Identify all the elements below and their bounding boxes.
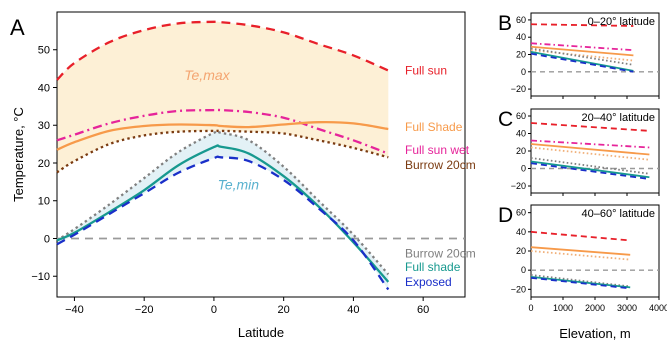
x-tick-label: 3000 bbox=[617, 303, 637, 313]
series-line-1 bbox=[530, 42, 634, 52]
y-tick-label: 20 bbox=[516, 246, 526, 256]
series-line-0 bbox=[530, 230, 631, 242]
x-tick-label: 60 bbox=[417, 304, 429, 316]
plot-frame bbox=[530, 108, 660, 194]
y-tick-label: 0 bbox=[44, 233, 50, 245]
y-tick-label: 60 bbox=[516, 208, 526, 218]
series-line-1 bbox=[530, 246, 631, 256]
legend-label-1: Full sun wet bbox=[405, 143, 470, 157]
x-tick-label: 0 bbox=[528, 303, 533, 313]
y-tick-label: 40 bbox=[516, 32, 526, 42]
plot-frame bbox=[530, 12, 660, 97]
y-axis-label: Temperature, °C bbox=[11, 107, 26, 202]
y-tick-label: 30 bbox=[38, 120, 50, 132]
x-tick-label: −20 bbox=[135, 304, 154, 316]
series-line-5 bbox=[530, 160, 650, 179]
x-axis-label: Elevation, m bbox=[559, 326, 631, 341]
x-tick-label: −40 bbox=[65, 304, 84, 316]
panel-c: −20 0 20 40 60 20–40° latitude C bbox=[498, 108, 660, 196]
y-tick-label: 20 bbox=[516, 146, 526, 156]
x-tick-label: 1000 bbox=[553, 303, 573, 313]
series-line-4 bbox=[530, 275, 631, 289]
series-line-6 bbox=[530, 52, 634, 73]
series-line-1 bbox=[530, 139, 650, 149]
series-line-2 bbox=[530, 250, 631, 261]
te-min-band bbox=[57, 131, 389, 290]
panel-label-d: D bbox=[498, 204, 513, 227]
panel-a: −40 −20 0 20 40 60 −10 0 10 20 30 40 50 Latitude Tempe… bbox=[10, 11, 476, 340]
y-tick-label: 40 bbox=[516, 227, 526, 237]
y-tick-label: 40 bbox=[516, 129, 526, 139]
y-tick-label: 0 bbox=[521, 265, 526, 275]
series-line-5 bbox=[530, 51, 634, 72]
y-tick-label: −20 bbox=[511, 84, 526, 94]
x-tick-label: 2000 bbox=[585, 303, 605, 313]
y-tick-label: 40 bbox=[38, 82, 50, 94]
panel-label-b: B bbox=[498, 12, 512, 35]
y-tick-label: 0 bbox=[521, 164, 526, 174]
te-max-band bbox=[57, 21, 389, 173]
series-line-5 bbox=[530, 276, 631, 290]
panel-label-c: C bbox=[498, 108, 513, 131]
y-tick-label: 50 bbox=[38, 45, 50, 57]
legend-label-0: Full sun bbox=[405, 64, 447, 78]
plot-frame bbox=[56, 11, 466, 298]
series-line-1 bbox=[56, 108, 389, 155]
y-tick-label: −10 bbox=[31, 271, 50, 283]
panel-title: 40–60° latitude bbox=[581, 208, 655, 220]
y-tick-label: 60 bbox=[516, 15, 526, 25]
panel-title: 20–40° latitude bbox=[581, 112, 655, 124]
y-tick-label: 0 bbox=[521, 67, 526, 77]
series-line-3 bbox=[530, 274, 631, 288]
y-tick-label: 60 bbox=[516, 111, 526, 121]
y-tick-label: −20 bbox=[511, 284, 526, 294]
legend-label-6: Exposed bbox=[405, 275, 452, 289]
x-tick-label: 0 bbox=[211, 304, 217, 316]
legend-label-3: Burrow 20cm bbox=[405, 158, 476, 172]
panel-title: 0–20° latitude bbox=[588, 16, 655, 28]
x-tick-label: 20 bbox=[278, 304, 290, 316]
x-tick-label: 40 bbox=[347, 304, 359, 316]
series-line-6 bbox=[56, 155, 390, 291]
series-line-2 bbox=[530, 143, 650, 156]
te-max-label: Te,max bbox=[184, 67, 230, 83]
legend-label-4: Burrow 20cm bbox=[405, 247, 476, 261]
y-tick-label: −20 bbox=[511, 181, 526, 191]
series-line-0 bbox=[56, 20, 389, 81]
panel-label-a: A bbox=[10, 15, 25, 40]
legend-label-5: Full shade bbox=[405, 260, 461, 274]
series-line-2 bbox=[56, 120, 389, 151]
y-tick-label: 10 bbox=[38, 196, 50, 208]
te-min-label: Te,min bbox=[218, 176, 260, 192]
y-tick-label: 20 bbox=[516, 50, 526, 60]
series-line-3 bbox=[56, 129, 389, 174]
panel-b: −20 0 20 40 60 0–20° latitude B bbox=[498, 12, 660, 99]
series-line-5 bbox=[56, 144, 390, 283]
y-tick-label: 20 bbox=[38, 158, 50, 170]
legend-label-2: Full Shade bbox=[405, 120, 463, 134]
x-tick-label: 4000 bbox=[649, 303, 667, 313]
x-axis-label: Latitude bbox=[238, 325, 284, 340]
series-line-2 bbox=[530, 45, 634, 57]
series-line-0 bbox=[530, 23, 634, 27]
series-line-4 bbox=[530, 47, 634, 66]
